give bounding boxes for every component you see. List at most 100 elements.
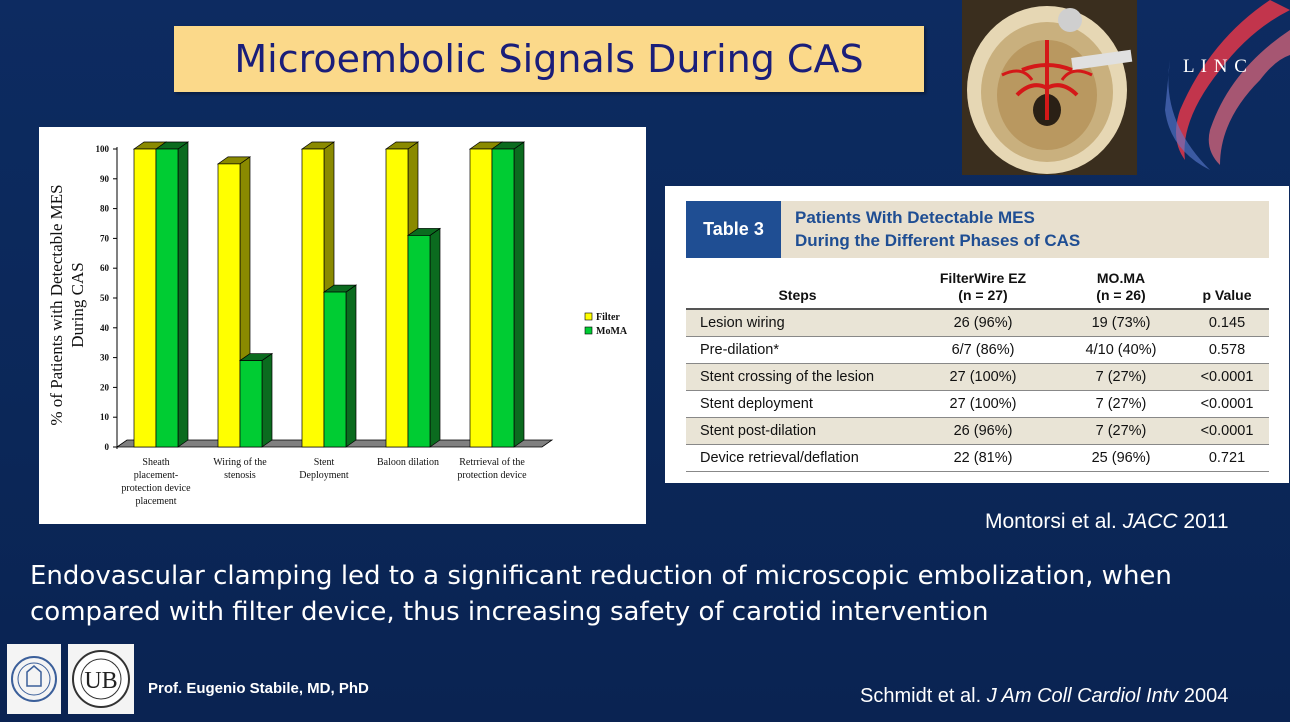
brain-image <box>962 0 1137 175</box>
cell-filter: 27 (100%) <box>909 390 1057 418</box>
university-seal-logo <box>7 644 61 714</box>
cell-moma: 19 (73%) <box>1057 309 1185 337</box>
cell-filter: 6/7 (86%) <box>909 336 1057 364</box>
y-tick-label: 50 <box>100 293 110 303</box>
cell-step: Stent post-dilation <box>686 417 909 445</box>
bar-moma-1 <box>238 352 274 448</box>
y-tick-label: 40 <box>100 323 110 333</box>
cell-moma: 25 (96%) <box>1057 444 1185 472</box>
table-caption-line2: During the Different Phases of CAS <box>795 231 1081 250</box>
bar-chart: 0 10 20 30 40 50 60 70 80 90 100 Sheath placement-pr… <box>47 141 628 507</box>
brain-illustration <box>962 0 1137 175</box>
x-tick-label: Deployment <box>299 470 349 481</box>
bar-front <box>491 148 515 448</box>
x-tick-label: Wiring of the <box>213 457 267 468</box>
header-p-value: p Value <box>1202 287 1252 303</box>
slide-title: Microembolic Signals During CAS <box>234 37 864 81</box>
table-row: Pre-dilation* 6/7 (86%) 4/10 (40%) 0.578 <box>686 336 1269 364</box>
y-tick-label: 10 <box>100 412 110 422</box>
title-banner: Microembolic Signals During CAS <box>174 26 924 92</box>
svg-text:UB: UB <box>84 668 117 694</box>
cell-step: Stent deployment <box>686 390 909 418</box>
legend-swatch-filter <box>584 312 593 321</box>
y-tick-label: 90 <box>100 174 110 184</box>
citation-schmidt-journal: J Am Coll Cardiol Intv <box>986 685 1179 707</box>
x-tick-label: protection device <box>121 483 191 494</box>
header-filter-n: (n = 27) <box>958 287 1008 303</box>
cell-p-value: <0.0001 <box>1185 363 1269 391</box>
citation-schmidt-year: 2004 <box>1178 685 1229 707</box>
y-tick-label: 30 <box>100 353 110 363</box>
chart-panel: 0 10 20 30 40 50 60 70 80 90 100 Sheath placement-pr… <box>39 127 646 524</box>
cell-moma: 7 (27%) <box>1057 417 1185 445</box>
header-filter: FilterWire EZ (n = 27) <box>909 268 1057 309</box>
header-moma-n: (n = 26) <box>1096 287 1146 303</box>
table-tag: Table 3 <box>686 201 781 258</box>
table-row: Device retrieval/deflation 22 (81%) 25 (96… <box>686 444 1269 472</box>
x-tick-label: Baloon dilation <box>377 457 439 468</box>
cell-step: Device retrieval/deflation <box>686 444 909 472</box>
citation-montorsi: Montorsi et al. JACC 2011 <box>985 510 1229 534</box>
x-tick-label: stenosis <box>224 470 256 481</box>
cell-p-value: <0.0001 <box>1185 390 1269 418</box>
bar-moma-0 <box>154 141 190 448</box>
citation-montorsi-authors: Montorsi et al. <box>985 510 1123 533</box>
bar-front <box>323 291 347 448</box>
y-axis-label: % of Patients with Detectable MES <box>47 184 66 425</box>
x-tick-label: placement <box>135 496 176 507</box>
cell-step: Lesion wiring <box>686 309 909 337</box>
cell-p-value: <0.0001 <box>1185 417 1269 445</box>
university-ub-logo: UB <box>68 644 134 714</box>
mes-table: Steps FilterWire EZ (n = 27) MO.MA (n = … <box>686 268 1269 472</box>
linc-logo-text: L I N C <box>1183 56 1248 77</box>
linc-logo: L I N C <box>1150 0 1290 175</box>
table-caption: Patients With Detectable MES During the … <box>795 206 1080 252</box>
bar-front <box>469 148 493 448</box>
table-row: Lesion wiring 26 (96%) 19 (73%) 0.145 <box>686 309 1269 337</box>
x-tick-label: placement- <box>134 470 178 481</box>
cell-step: Pre-dilation* <box>686 336 909 364</box>
y-tick-label: 60 <box>100 263 110 273</box>
bar-front <box>407 235 431 448</box>
table-caption-line1: Patients With Detectable MES <box>795 208 1035 227</box>
bar-moma-3 <box>406 227 442 448</box>
header-filter-name: FilterWire EZ <box>939 270 1027 286</box>
cell-filter: 22 (81%) <box>909 444 1057 472</box>
table-panel: Table 3 Patients With Detectable MES Dur… <box>665 186 1289 483</box>
citation-schmidt: Schmidt et al. J Am Coll Cardiol Intv 20… <box>860 685 1228 708</box>
bar-moma-4 <box>490 141 526 448</box>
y-tick-label: 100 <box>96 144 110 154</box>
cell-filter: 26 (96%) <box>909 309 1057 337</box>
header-moma: MO.MA (n = 26) <box>1057 268 1185 309</box>
y-tick-label: 80 <box>100 204 110 214</box>
citation-schmidt-authors: Schmidt et al. <box>860 685 987 707</box>
bar-front <box>301 148 325 448</box>
bar-side <box>513 141 525 448</box>
y-axis-label-line2: During CAS <box>68 262 87 347</box>
y-tick-label: 70 <box>100 233 110 243</box>
cell-p-value: 0.721 <box>1185 444 1269 472</box>
table-header-band <box>686 201 1269 258</box>
conclusion-text: Endovascular clamping led to a significa… <box>30 561 1172 627</box>
cell-filter: 27 (100%) <box>909 363 1057 391</box>
header-steps: Steps <box>778 287 817 303</box>
table-row: Stent deployment 27 (100%) 7 (27%) <0.0001 <box>686 390 1269 418</box>
bar-front <box>239 360 263 448</box>
legend-swatch-moma <box>584 326 593 335</box>
bar-moma-2 <box>322 284 358 448</box>
legend-label-moma: MoMA <box>596 326 628 337</box>
header-moma-name: MO.MA <box>1096 270 1146 286</box>
cell-moma: 4/10 (40%) <box>1057 336 1185 364</box>
bar-side <box>429 227 441 448</box>
x-tick-label: Stent <box>314 457 335 468</box>
citation-montorsi-year: 2011 <box>1177 510 1229 533</box>
bar-side <box>345 284 357 448</box>
citation-montorsi-journal: JACC <box>1122 510 1178 533</box>
legend: Filter MoMA <box>584 312 628 337</box>
bar-front <box>133 148 157 448</box>
cell-filter: 26 (96%) <box>909 417 1057 445</box>
y-tick-label: 20 <box>100 382 110 392</box>
legend-label-filter: Filter <box>596 312 620 323</box>
bar-front <box>155 148 179 448</box>
cell-step: Stent crossing of the lesion <box>686 363 909 391</box>
